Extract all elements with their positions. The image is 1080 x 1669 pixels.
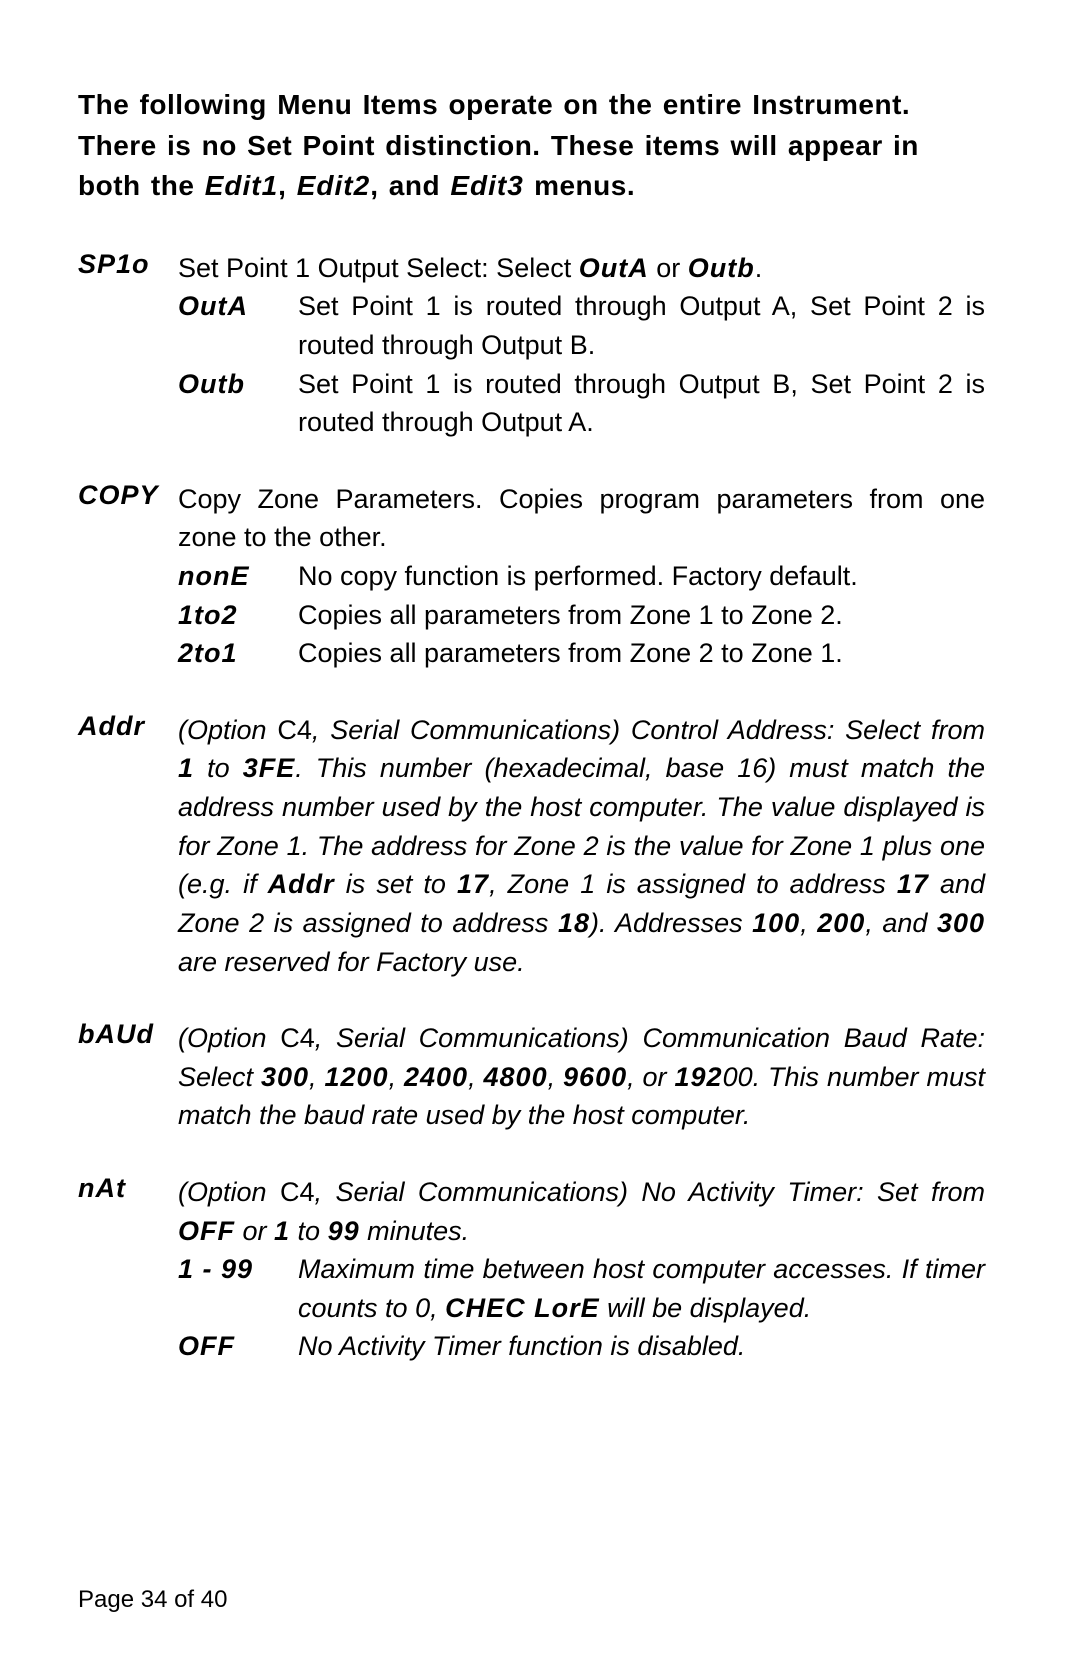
item-addr: Addr (Option C4, Serial Communications) … [78,711,985,981]
off-body: No Activity Timer function is disabled. [298,1327,985,1366]
page-number: Page 34 of 40 [78,1586,227,1614]
item-baud: bAUd (Option C4, Serial Communications) … [78,1019,985,1135]
intro-line3-pre: both the [78,170,205,201]
outb-label: Outb [178,365,298,442]
addr-label: Addr [78,711,178,981]
nat-body: (Option C4, Serial Communications) No Ac… [178,1173,985,1366]
item-sp1o: SP1o Set Point 1 Output Select: Select O… [78,249,985,442]
baud-body: (Option C4, Serial Communications) Commu… [178,1019,985,1135]
outb-body: Set Point 1 is routed through Output B, … [298,365,985,442]
addr-body: (Option C4, Serial Communications) Contr… [178,711,985,981]
nat-label: nAt [78,1173,178,1366]
intro-line1: The following Menu Items operate on the … [78,89,910,120]
none-label: nonE [178,557,298,596]
item-copy: COPY Copy Zone Parameters. Copies progra… [78,480,985,673]
range-body: Maximum time between host computer acces… [298,1250,985,1327]
off-label: OFF [178,1327,298,1366]
item-nat: nAt (Option C4, Serial Communications) N… [78,1173,985,1366]
to1-body: Copies all parameters from Zone 2 to Zon… [298,634,985,673]
to2-body: Copies all parameters from Zone 1 to Zon… [298,596,985,635]
outa-label: OutA [178,287,298,364]
sp1o-body: Set Point 1 Output Select: Select OutA o… [178,249,985,442]
none-body: No copy function is performed. Factory d… [298,557,985,596]
edit2: Edit2 [297,170,370,201]
sp1o-label: SP1o [78,249,178,442]
baud-label: bAUd [78,1019,178,1135]
edit3: Edit3 [450,170,523,201]
range-label: 1 - 99 [178,1250,298,1327]
edit1: Edit1 [205,170,278,201]
to1-label: 2to1 [178,634,298,673]
outa-body: Set Point 1 is routed through Output A, … [298,287,985,364]
intro-line2: There is no Set Point distinction. These… [78,130,919,161]
to2-label: 1to2 [178,596,298,635]
intro-paragraph: The following Menu Items operate on the … [78,85,985,207]
copy-label: COPY [78,480,178,673]
copy-body: Copy Zone Parameters. Copies program par… [178,480,985,673]
